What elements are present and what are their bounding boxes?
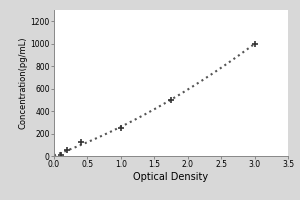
X-axis label: Optical Density: Optical Density xyxy=(134,172,208,182)
Y-axis label: Concentration(pg/mL): Concentration(pg/mL) xyxy=(19,37,28,129)
